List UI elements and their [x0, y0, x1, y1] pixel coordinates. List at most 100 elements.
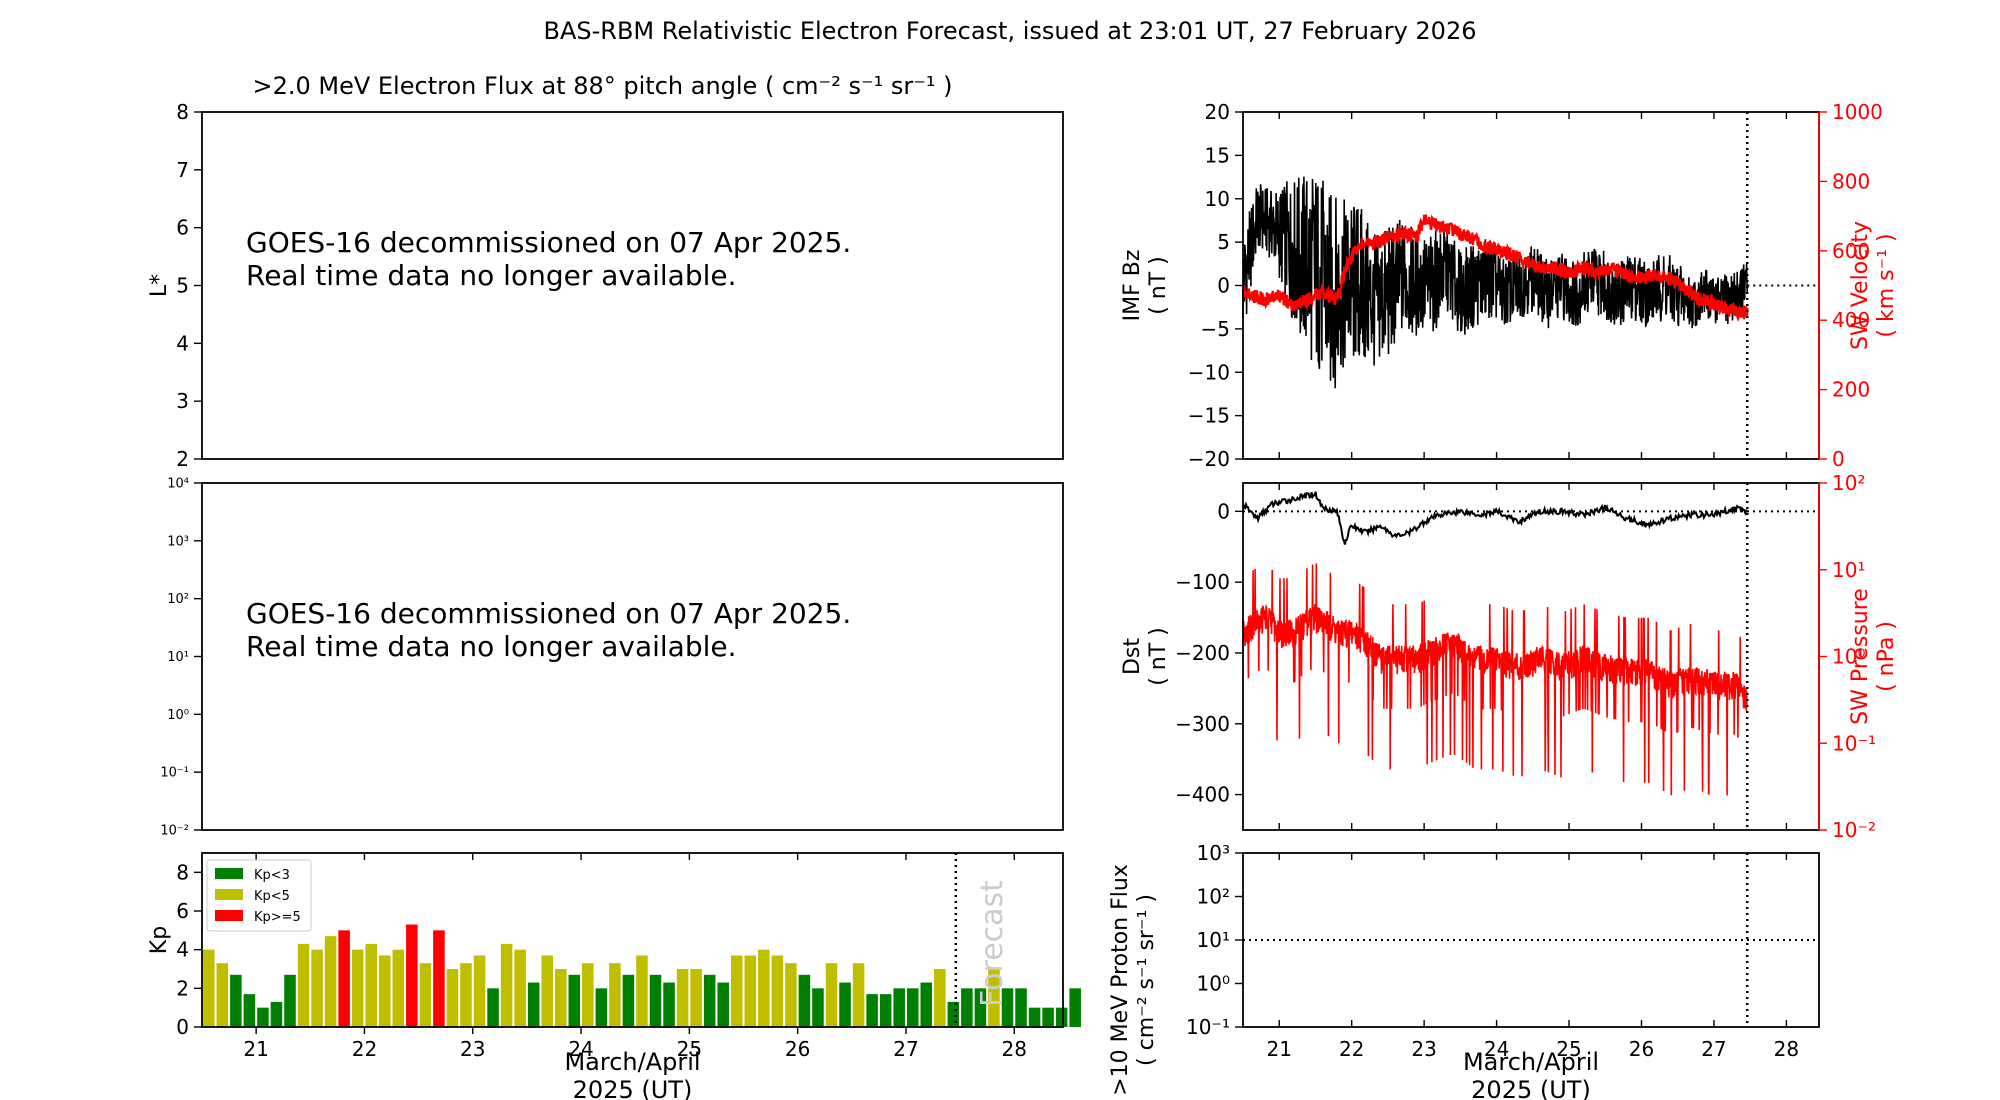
proton-y-tick-label: 10² [1197, 885, 1230, 909]
lstar-notice-line: GOES-16 decommissioned on 07 Apr 2025. [246, 226, 851, 259]
pressure-y2-tick-label: 10⁻² [1832, 818, 1876, 842]
lstar-y-3-tick-label: 3 [176, 389, 189, 413]
kp-bar [595, 988, 608, 1027]
dst-trace [1242, 491, 1748, 545]
kp-x-tick-label: 26 [785, 1037, 810, 1061]
pressure-y2-tick-label: 10¹ [1832, 558, 1865, 582]
lstar-y-7-tick-label: 7 [176, 158, 189, 182]
kp-bar [893, 988, 905, 1027]
goes-y-6-tick-label: 10⁴ [167, 477, 189, 492]
figure-title: BAS-RBM Relativistic Electron Forecast, … [544, 17, 1477, 45]
kp-bar [622, 974, 635, 1027]
kp-legend-label: Kp<3 [254, 868, 290, 883]
lstar-y-8-tick-label: 8 [176, 100, 189, 124]
sw-y2-tick-label: 600 [1832, 239, 1870, 263]
kp-bar [785, 963, 797, 1027]
chart-panels: >2.0 MeV Electron Flux at 88° pitch angl… [147, 72, 1899, 1100]
kp-y-label: Kp [147, 926, 172, 954]
kp-legend-label: Kp>=5 [254, 910, 301, 925]
lstar-y-2-tick-label: 2 [176, 447, 189, 471]
kp-bar [649, 974, 662, 1027]
proton-x-tick-label: 21 [1266, 1037, 1291, 1061]
proton-y-tick-label: 10¹ [1197, 928, 1230, 952]
imf-y-tick-label: −10 [1188, 360, 1230, 384]
goes-notice-line: GOES-16 decommissioned on 07 Apr 2025. [246, 597, 851, 630]
kp-x-tick-label: 25 [677, 1037, 702, 1061]
kp-bar [920, 982, 933, 1027]
dst-y-tick-label: −400 [1175, 783, 1230, 807]
proton-y-label: >10 MeV Proton Flux( cm⁻² s⁻¹ sr⁻¹ ) [1108, 864, 1159, 1096]
kp-bar [717, 982, 729, 1027]
kp-legend-swatch [215, 868, 243, 879]
imf-panel: −20−15−10−50510152002004006008001000IMF … [1120, 100, 1899, 471]
kp-x-tick-label: 28 [1002, 1037, 1027, 1061]
kp-y-2-tick-label: 2 [176, 976, 189, 1000]
kp-bar [812, 988, 824, 1027]
proton-x-tick-label: 23 [1411, 1037, 1436, 1061]
sw-y2-tick-label: 0 [1832, 447, 1845, 471]
imf-y-tick-label: 15 [1205, 143, 1230, 167]
proton-y-tick-label: 10³ [1197, 841, 1230, 865]
goes-y-2-tick-label: 10⁰ [167, 708, 189, 723]
pressure-y2-tick-label: 10² [1832, 471, 1865, 495]
kp-x-tick-label: 23 [460, 1037, 485, 1061]
kp-bar [568, 974, 581, 1027]
kp-bar [527, 982, 540, 1027]
kp-legend-label: Kp<5 [254, 889, 290, 904]
kp-bar [500, 943, 513, 1027]
kp-bar [460, 963, 472, 1027]
imf-y-label: IMF Bz( nT ) [1120, 250, 1171, 322]
kp-bar [1001, 988, 1014, 1027]
kp-x-tick-label: 24 [568, 1037, 593, 1061]
kp-bar [609, 963, 621, 1027]
proton-x-label: 2025 (UT) [1471, 1076, 1591, 1100]
kp-bar [446, 969, 459, 1027]
goes-y-0-tick-label: 10⁻² [160, 824, 189, 839]
dst-y-label: Dst( nT ) [1120, 627, 1171, 686]
lstar-y-label: L* [147, 274, 172, 297]
sw-pressure-y-label: SW Pressure( nPa ) [1848, 588, 1899, 725]
imf-y-tick-label: −15 [1188, 404, 1230, 428]
kp-bar [473, 955, 486, 1027]
proton-x-tick-label: 22 [1339, 1037, 1364, 1061]
pressure-y2-tick-label: 10⁰ [1832, 645, 1865, 669]
sw-pressure-trace [1242, 563, 1749, 796]
kp-bar [974, 988, 987, 1027]
kp-bar [351, 949, 364, 1027]
dst-y-tick-label: −100 [1175, 570, 1230, 594]
lstar-notice-line: Real time data no longer available. [246, 259, 737, 292]
sw-y2-tick-label: 400 [1832, 308, 1870, 332]
kp-bar [406, 924, 418, 1027]
kp-bar [270, 1001, 283, 1027]
imf-y-tick-label: 20 [1205, 100, 1230, 124]
kp-bar [216, 963, 229, 1027]
kp-bar [744, 955, 757, 1027]
kp-bar [324, 936, 337, 1027]
kp-bar [852, 963, 865, 1027]
kp-bar [514, 949, 526, 1027]
proton-x-tick-label: 24 [1484, 1037, 1509, 1061]
kp-bar [906, 988, 919, 1027]
pressure-y2-tick-label: 10⁻¹ [1832, 731, 1876, 755]
kp-bar [203, 949, 215, 1027]
lstar-y-4-tick-label: 4 [176, 331, 189, 355]
kp-bar [934, 969, 946, 1027]
dst-y-tick-label: −300 [1175, 712, 1230, 736]
kp-bar [866, 994, 878, 1027]
kp-forecast-label: Forecast [975, 880, 1010, 1007]
proton-x-label: March/April [1463, 1048, 1599, 1076]
kp-bar [243, 994, 256, 1027]
kp-bar [771, 955, 784, 1027]
kp-y-4-tick-label: 4 [176, 938, 189, 962]
flux-goes-panel: 10⁻² 10⁻¹ 10⁰ 10¹ 10² 10³ 10⁴ GOES-16 decommiss… [160, 477, 1064, 839]
kp-bar [541, 955, 553, 1027]
kp-bar [419, 963, 432, 1027]
kp-bar [798, 974, 811, 1027]
kp-bar [676, 969, 689, 1027]
dst-y-tick-label: 0 [1217, 499, 1230, 523]
kp-bar [758, 949, 770, 1027]
kp-bar [554, 969, 567, 1027]
lstar-y-6-tick-label: 6 [176, 216, 189, 240]
kp-y-8-tick-label: 8 [176, 860, 189, 884]
